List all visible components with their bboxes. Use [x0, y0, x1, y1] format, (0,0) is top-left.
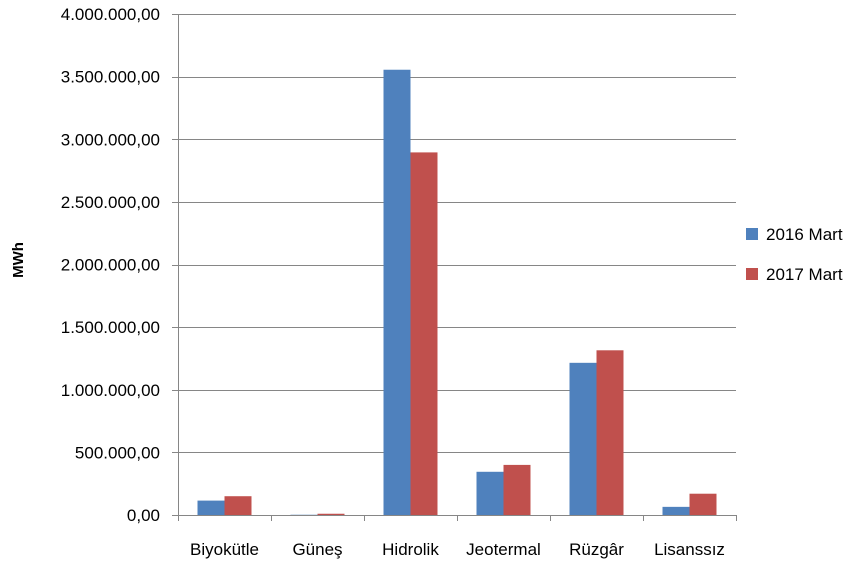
x-tick-label: Biyokütle: [190, 540, 259, 559]
bar-2017-mart-2: [410, 152, 438, 515]
y-tick-label: 0,00: [127, 506, 160, 525]
bars: [197, 69, 717, 515]
bar-2016-mart-3: [476, 471, 504, 515]
legend-swatch: [746, 268, 758, 280]
bar-2017-mart-0: [224, 496, 252, 515]
bar-2017-mart-3: [503, 464, 531, 515]
y-tick-label: 2.500.000,00: [61, 193, 160, 212]
y-tick-label: 1.000.000,00: [61, 381, 160, 400]
legend-swatch: [746, 228, 758, 240]
x-tick-label: Güneş: [292, 540, 342, 559]
legend: 2016 Mart 2017 Mart: [746, 225, 843, 284]
axes: [172, 14, 737, 521]
y-tick-label: 2.000.000,00: [61, 256, 160, 275]
bar-2016-mart-4: [569, 362, 597, 515]
bar-2017-mart-5: [689, 493, 717, 515]
gridlines: [178, 14, 736, 453]
x-tick-label: Lisanssız: [654, 540, 725, 559]
bar-2017-mart-1: [317, 513, 345, 515]
x-tick-label: Hidrolik: [382, 540, 439, 559]
y-tick-label: 3.000.000,00: [61, 130, 160, 149]
y-tick-label: 500.000,00: [75, 443, 160, 462]
y-tick-labels: 0,00 500.000,00 1.000.000,00 1.500.000,00 2.…: [61, 5, 160, 525]
legend-label: 2017 Mart: [766, 265, 843, 284]
bar-2016-mart-0: [197, 500, 225, 515]
bar-2016-mart-2: [383, 69, 411, 515]
x-tick-labels: Biyokütle Güneş Hidrolik Jeotermal Rüzgâr Lis…: [190, 540, 725, 559]
legend-label: 2016 Mart: [766, 225, 843, 244]
y-tick-label: 4.000.000,00: [61, 5, 160, 24]
y-tick-label: 1.500.000,00: [61, 318, 160, 337]
bar-2017-mart-4: [596, 350, 624, 515]
y-tick-label: 3.500.000,00: [61, 68, 160, 87]
x-tick-label: Rüzgâr: [569, 540, 624, 559]
x-tick-label: Jeotermal: [466, 540, 541, 559]
y-axis-title: MWh: [10, 242, 27, 278]
bar-2016-mart-5: [662, 506, 690, 515]
